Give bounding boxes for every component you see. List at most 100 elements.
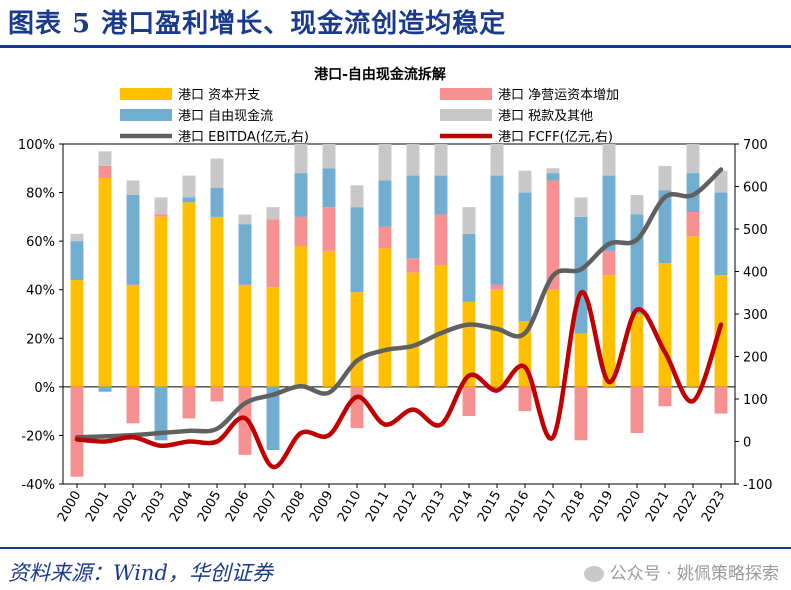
tax-other-bar — [658, 165, 672, 191]
fcff-line — [74, 290, 724, 470]
capex-bar — [210, 216, 224, 387]
capex-bar — [546, 289, 560, 387]
legend-fcff-label: 港口 FCFF(亿元,右) — [498, 130, 613, 145]
legend-working-capital-label: 港口 净营运资本增加 — [498, 88, 619, 103]
y-right-tick-label: 600 — [743, 181, 768, 196]
working-capital-bar — [658, 386, 672, 407]
tax-other-bar — [182, 175, 196, 198]
y-left-tick-label: 100% — [18, 138, 55, 153]
legend-free-cash-flow-swatch — [120, 109, 172, 121]
y-right-tick-label: 300 — [743, 308, 768, 323]
x-tick-label: 2011 — [363, 489, 393, 525]
working-capital-bar — [546, 180, 560, 290]
tax-other-bar — [490, 144, 504, 176]
legend-tax-other-swatch — [440, 109, 492, 121]
working-capital-bar — [406, 258, 420, 273]
free-cash-flow-bar — [182, 197, 196, 203]
y-right-tick-label: 0 — [743, 436, 751, 451]
tax-other-bar — [518, 170, 532, 193]
tax-other-bar — [602, 144, 616, 176]
chart-title: 港口-自由现金流拆解 — [314, 66, 446, 83]
working-capital-bar — [714, 386, 728, 414]
figure-title: 图表 5 港口盈利增长、现金流创造均稳定 — [8, 9, 507, 39]
free-cash-flow-bar — [322, 168, 336, 208]
y-left-tick-label: 40% — [26, 284, 55, 299]
tax-other-bar — [322, 144, 336, 169]
tax-other-bar — [238, 214, 252, 225]
free-cash-flow-bar — [546, 173, 560, 181]
legend-tax-other-label: 港口 税款及其他 — [498, 109, 593, 124]
legend-free-cash-flow-label: 港口 自由现金流 — [178, 108, 273, 124]
capex-bar — [154, 216, 168, 387]
working-capital-bar — [294, 216, 308, 246]
working-capital-bar — [434, 214, 448, 266]
free-cash-flow-bar — [294, 173, 308, 217]
tax-other-bar — [630, 195, 644, 215]
capex-bar — [182, 202, 196, 387]
working-capital-bar — [98, 165, 112, 178]
working-capital-bar — [490, 284, 504, 290]
x-tick-label: 2014 — [447, 489, 477, 525]
tax-other-bar — [98, 151, 112, 166]
x-tick-label: 2004 — [167, 489, 197, 525]
wechat-icon — [583, 566, 604, 582]
x-tick-label: 2013 — [419, 489, 449, 525]
free-cash-flow-bar — [630, 214, 644, 314]
free-cash-flow-bar — [406, 175, 420, 259]
capex-bar — [70, 280, 84, 387]
footer-rule — [0, 547, 791, 549]
y-left-tick-label: 20% — [26, 332, 55, 347]
free-cash-flow-bar — [98, 386, 112, 392]
y-right-tick-label: 700 — [743, 138, 768, 153]
y-right-tick-label: 200 — [743, 351, 768, 366]
tax-other-bar — [266, 207, 280, 220]
legend-ebitda-label: 港口 EBITDA(亿元,右) — [178, 130, 309, 145]
tax-other-bar — [406, 144, 420, 176]
free-cash-flow-bar — [238, 224, 252, 285]
x-tick-label: 2000 — [55, 489, 85, 525]
free-cash-flow-bar — [434, 175, 448, 215]
working-capital-bar — [266, 219, 280, 288]
capex-bar — [378, 248, 392, 387]
free-cash-flow-bar — [70, 241, 84, 280]
x-tick-label: 2002 — [111, 489, 141, 525]
capex-bar — [434, 265, 448, 387]
capex-bar — [686, 236, 700, 387]
legend-capex-swatch — [120, 88, 172, 100]
y-right-tick-label: 100 — [743, 393, 768, 408]
header-rule — [0, 45, 791, 48]
tax-other-bar — [70, 233, 84, 242]
tax-other-bar — [126, 180, 140, 195]
free-cash-flow-bar — [126, 195, 140, 285]
x-tick-label: 2019 — [587, 489, 617, 525]
x-tick-label: 2007 — [251, 489, 281, 525]
tax-other-bar — [294, 144, 308, 174]
x-tick-label: 2021 — [643, 489, 673, 525]
capex-bar — [602, 275, 616, 387]
y-left-tick-label: 0% — [34, 381, 55, 396]
source-note: 资料来源：Wind，华创证券 — [8, 561, 273, 585]
capex-bar — [658, 263, 672, 387]
x-tick-label: 2016 — [503, 489, 533, 525]
tax-other-bar — [378, 144, 392, 181]
capex-bar — [406, 272, 420, 387]
y-left-tick-label: 80% — [26, 187, 55, 202]
working-capital-bar — [378, 226, 392, 249]
working-capital-bar — [602, 250, 616, 276]
capex-bar — [630, 314, 644, 387]
ebitda-line — [74, 167, 724, 440]
working-capital-bar — [182, 386, 196, 419]
capex-bar — [322, 250, 336, 387]
working-capital-bar — [574, 386, 588, 441]
working-capital-bar — [462, 386, 476, 416]
working-capital-bar — [322, 207, 336, 251]
working-capital-bar — [518, 386, 532, 412]
free-cash-flow-bar — [658, 190, 672, 263]
capex-bar — [350, 292, 364, 387]
y-left-tick-label: 60% — [26, 235, 55, 250]
capex-bar — [238, 284, 252, 387]
x-tick-label: 2010 — [335, 489, 365, 525]
capex-bar — [574, 333, 588, 387]
watermark: 公众号 · 姚佩策略探索 — [583, 559, 779, 584]
